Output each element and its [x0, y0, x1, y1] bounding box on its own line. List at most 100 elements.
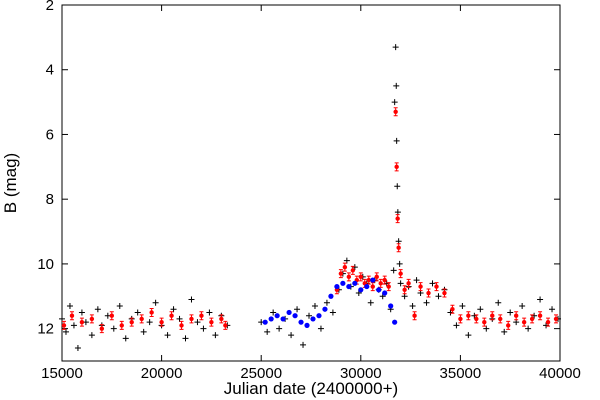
- data-point-dot: [223, 323, 228, 328]
- data-point-plus: [188, 296, 195, 303]
- y-tick-label: 8: [46, 191, 54, 208]
- data-point-dot: [159, 319, 164, 325]
- data-point-dot: [366, 277, 371, 283]
- data-point-dot: [450, 307, 455, 312]
- data-point-plus: [116, 302, 123, 309]
- x-tick-label: 20000: [141, 365, 183, 382]
- data-point-plus: [74, 345, 81, 352]
- data-point-dot: [396, 245, 401, 250]
- data-point-dot: [149, 310, 154, 315]
- y-tick-label: 4: [46, 62, 54, 79]
- data-point-dot: [316, 313, 322, 319]
- data-point-dot: [304, 322, 310, 328]
- data-point-dot: [280, 316, 286, 322]
- data-point-plus: [329, 309, 336, 316]
- data-point-plus: [393, 137, 400, 144]
- data-point-dot: [537, 313, 543, 318]
- data-point-plus: [110, 325, 117, 332]
- data-point-dot: [392, 319, 398, 325]
- data-point-dot: [328, 293, 334, 299]
- data-point-dot: [334, 283, 340, 290]
- data-point-dot: [545, 319, 551, 325]
- data-point-dot: [346, 274, 352, 280]
- data-point-dot: [513, 313, 519, 318]
- data-point-dot: [370, 284, 375, 289]
- data-point-dot: [358, 287, 364, 293]
- data-point-plus: [323, 299, 330, 306]
- data-point-dot: [169, 313, 174, 318]
- x-tick-label: 35000: [440, 365, 482, 382]
- data-point-dot: [322, 306, 328, 312]
- data-point-dot: [521, 319, 527, 325]
- data-point-plus: [393, 82, 400, 89]
- data-point-plus: [391, 99, 398, 106]
- data-point-dot: [69, 313, 75, 318]
- data-point-dot: [529, 316, 535, 322]
- data-point-plus: [206, 309, 213, 316]
- data-point-dot: [219, 316, 224, 322]
- data-point-plus: [94, 306, 101, 313]
- data-point-dot: [412, 313, 417, 318]
- data-point-plus: [525, 325, 532, 332]
- x-tick-label: 25000: [240, 365, 282, 382]
- data-point-plus: [164, 332, 171, 339]
- data-point-dot: [342, 264, 348, 270]
- data-point-dot: [310, 316, 316, 322]
- data-point-dot: [482, 319, 487, 325]
- y-tick-label: 6: [46, 126, 54, 143]
- data-point-dot: [553, 316, 559, 322]
- data-point-plus: [477, 306, 484, 313]
- data-point-dot: [340, 280, 346, 286]
- data-point-dot: [374, 274, 379, 280]
- plot-frame: [61, 4, 561, 362]
- data-point-dot: [358, 274, 363, 280]
- data-point-plus: [549, 306, 556, 313]
- data-point-plus: [392, 44, 399, 51]
- data-point-dot: [474, 316, 479, 322]
- data-point-plus: [317, 325, 324, 332]
- data-point-plus: [70, 322, 77, 329]
- x-axis-label: Julian date (2400000+): [224, 379, 398, 398]
- data-point-plus: [122, 335, 129, 342]
- data-point-dot: [119, 323, 124, 328]
- data-point-plus: [435, 293, 442, 300]
- data-point-plus: [306, 312, 313, 319]
- data-point-dot: [338, 271, 344, 276]
- data-point-dot: [418, 284, 423, 289]
- x-tick-label: 40000: [539, 365, 581, 382]
- data-points: [59, 44, 562, 352]
- data-point-dot: [346, 283, 352, 290]
- data-point-plus: [270, 309, 277, 316]
- data-point-dot: [406, 281, 411, 286]
- data-point-plus: [264, 328, 271, 335]
- y-tick-label: 10: [37, 256, 54, 273]
- data-point-dot: [393, 109, 398, 115]
- data-point-dot: [352, 280, 358, 286]
- data-point-dot: [199, 313, 204, 318]
- data-point-dot: [139, 316, 144, 322]
- data-point-dot: [498, 316, 503, 322]
- data-point-plus: [134, 309, 141, 316]
- data-point-dot: [89, 316, 95, 322]
- data-point-dot: [189, 316, 194, 322]
- data-point-plus: [311, 302, 318, 309]
- data-point-dot: [262, 319, 268, 325]
- data-point-dot: [268, 316, 274, 322]
- y-tick-label: 12: [37, 321, 54, 338]
- data-point-plus: [519, 302, 526, 309]
- data-point-plus: [200, 325, 207, 332]
- data-point-dot: [350, 268, 356, 273]
- axis-ticks: 15000 20000 25000 30000 35000 40000 2 4 6 8 10 12: [37, 0, 581, 382]
- x-tick-label: 30000: [340, 365, 382, 382]
- data-point-plus: [459, 302, 466, 309]
- data-point-dot: [376, 287, 382, 293]
- data-point-dot: [434, 284, 439, 289]
- data-point-plus: [495, 299, 502, 306]
- data-point-dot: [426, 290, 431, 296]
- data-point-plus: [453, 322, 460, 329]
- data-point-plus: [409, 302, 416, 309]
- data-point-plus: [212, 332, 219, 339]
- data-point-plus: [394, 183, 401, 190]
- data-point-dot: [364, 283, 370, 290]
